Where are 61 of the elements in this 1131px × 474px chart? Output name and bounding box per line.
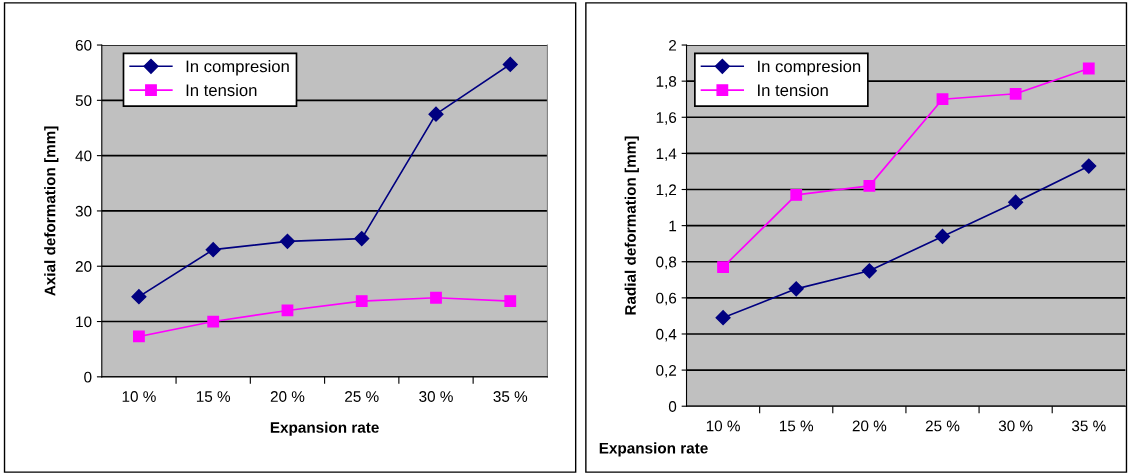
point <box>205 242 221 258</box>
point <box>861 263 877 279</box>
y-tick-label: 0,6 <box>656 292 677 306</box>
point <box>1081 158 1097 174</box>
point <box>863 179 876 192</box>
point <box>717 261 729 274</box>
y-tick-label: 1,2 <box>656 184 677 197</box>
x-axis-title: Expansion rate <box>599 442 708 457</box>
point <box>715 310 731 326</box>
y-tick-label: 0,2 <box>656 364 677 378</box>
point <box>428 106 444 122</box>
y-tick-label: 60 <box>75 39 92 51</box>
point <box>207 315 220 328</box>
y-tick-label: 10 <box>76 316 92 328</box>
x-tick-label: 10 % <box>706 420 740 432</box>
point <box>354 231 370 247</box>
x-tick-label: 20 % <box>852 420 887 432</box>
y-tick-label: 0 <box>84 371 92 383</box>
x-tick-label: 30 % <box>998 420 1033 432</box>
point <box>430 291 442 304</box>
y-tick-label: 0 <box>668 401 677 412</box>
point <box>1082 62 1095 75</box>
point <box>502 56 518 72</box>
point <box>936 93 949 106</box>
x-tick-label: 20 % <box>270 391 305 402</box>
legend-label: In tension <box>186 83 257 97</box>
point <box>934 228 951 245</box>
point <box>1009 87 1022 100</box>
point <box>131 289 147 305</box>
point <box>355 295 368 307</box>
y-tick-label: 20 <box>75 261 92 272</box>
x-axis-title: Expansion rate <box>270 421 379 436</box>
legend-label: In compresion <box>186 60 289 76</box>
legend-label: In tension <box>758 83 828 97</box>
y-tick-label: 40 <box>75 150 92 162</box>
y-tick-label: 1,6 <box>656 112 677 125</box>
point <box>133 330 145 343</box>
point <box>790 189 803 201</box>
point <box>788 281 804 297</box>
point <box>504 295 517 307</box>
x-tick-label: 30 % <box>419 391 453 402</box>
y-tick-label: 30 <box>75 205 92 217</box>
x-tick-label: 25 % <box>925 420 960 432</box>
y-tick-label: 2 <box>669 39 677 51</box>
point <box>1008 194 1024 210</box>
y-tick-label: 1,4 <box>656 148 677 161</box>
x-tick-label: 35 % <box>1071 420 1106 432</box>
x-tick-label: 15 % <box>779 420 814 432</box>
y-tick-label: 50 <box>75 95 92 107</box>
y-tick-label: 0,4 <box>656 328 677 342</box>
y-axis-title: Radial deformation [mm] <box>624 136 639 315</box>
x-tick-label: 35 % <box>493 391 528 402</box>
y-axis-title: Axial deformation [mm] <box>44 126 59 296</box>
legend-label: In compresion <box>758 60 861 76</box>
x-tick-label: 10 % <box>122 391 156 402</box>
y-tick-label: 1 <box>669 220 677 232</box>
y-tick-label: 1,8 <box>656 76 677 89</box>
y-tick-label: 0,8 <box>656 256 677 270</box>
x-tick-label: 25 % <box>345 391 379 402</box>
point <box>279 233 296 249</box>
x-tick-label: 15 % <box>196 391 231 402</box>
